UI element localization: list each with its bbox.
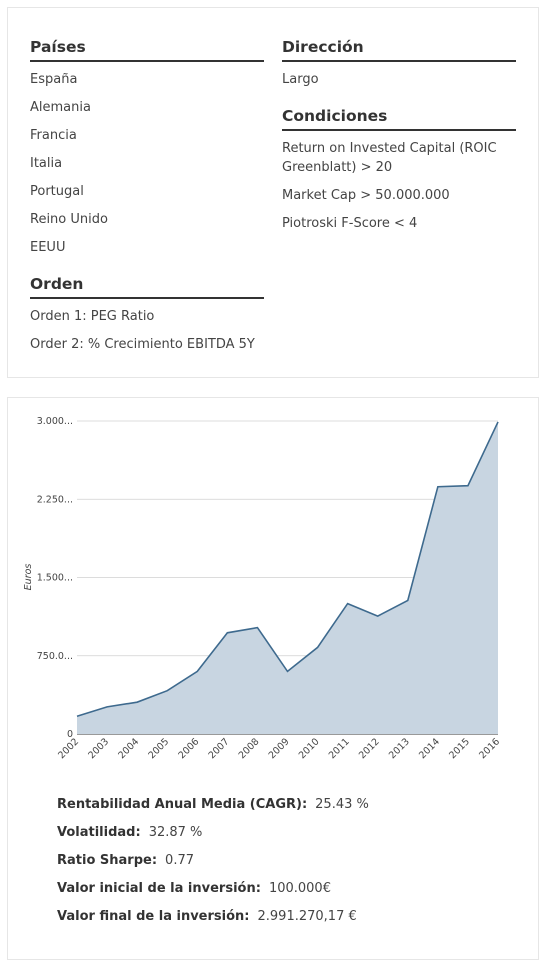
condition-item: Return on Invested Capital (ROIC Greenbl… xyxy=(282,141,497,175)
series-area xyxy=(77,421,498,734)
order-title: Orden xyxy=(30,275,264,299)
stat-label: Rentabilidad Anual Media (CAGR): xyxy=(57,797,308,812)
chart-card: 0 750.0... 1.500... 2.250... 3.000... 2002 200… xyxy=(7,397,539,960)
condition-item: Market Cap > 50.000.000 xyxy=(282,188,450,203)
direction-item: Largo xyxy=(282,72,319,87)
x-tick-label: 2015 xyxy=(447,736,472,761)
x-tick-label: 2010 xyxy=(297,736,322,761)
stat-initial: Valor inicial de la inversión: 100.000€ xyxy=(57,880,331,898)
stat-final: Valor final de la inversión: 2.991.270,17… xyxy=(57,908,357,926)
stat-label: Valor final de la inversión: xyxy=(57,909,250,924)
stat-sharpe: Ratio Sharpe: 0.77 xyxy=(57,852,194,870)
x-tick-label: 2014 xyxy=(417,736,442,761)
y-tick-label: 0 xyxy=(67,729,73,740)
x-tick-label: 2008 xyxy=(237,736,262,761)
x-tick-label: 2004 xyxy=(116,736,141,761)
condition-item: Piotroski F-Score < 4 xyxy=(282,216,418,231)
y-tick-label: 750.0... xyxy=(37,651,73,662)
y-tick-label: 2.250... xyxy=(37,494,73,505)
country-item: Italia xyxy=(30,156,63,171)
conditions-title: Condiciones xyxy=(282,107,516,131)
criteria-card: Países España Alemania Francia Italia Po… xyxy=(7,7,539,378)
y-tick-label: 1.500... xyxy=(37,573,73,584)
x-tick-label: 2007 xyxy=(207,736,232,761)
country-item: Francia xyxy=(30,128,77,143)
order-item: Orden 1: PEG Ratio xyxy=(30,309,155,324)
countries-title: Países xyxy=(30,38,264,62)
country-item: Reino Unido xyxy=(30,212,108,227)
x-tick-label: 2006 xyxy=(177,736,202,761)
order-item: Order 2: % Crecimiento EBITDA 5Y xyxy=(30,337,255,352)
direction-title: Dirección xyxy=(282,38,516,62)
x-tick-label: 2005 xyxy=(146,736,171,761)
x-tick-label: 2002 xyxy=(56,736,81,761)
stat-label: Valor inicial de la inversión: xyxy=(57,881,261,896)
x-tick-label: 2009 xyxy=(267,736,292,761)
x-tick-label: 2013 xyxy=(387,736,412,761)
x-tick-label: 2011 xyxy=(327,736,352,761)
x-tick-label: 2003 xyxy=(86,736,111,761)
stat-value: 100.000€ xyxy=(268,881,331,896)
stat-label: Volatilidad: xyxy=(57,825,141,840)
stat-label: Ratio Sharpe: xyxy=(57,853,158,868)
stat-value: 2.991.270,17 € xyxy=(257,909,357,924)
y-axis-label: Euros xyxy=(23,564,34,591)
x-tick-label: 2016 xyxy=(477,736,502,761)
y-tick-label: 3.000... xyxy=(37,416,73,427)
stat-value: 25.43 % xyxy=(315,797,369,812)
country-item: España xyxy=(30,72,78,87)
stat-value: 0.77 xyxy=(165,853,194,868)
stat-cagr: Rentabilidad Anual Media (CAGR): 25.43 % xyxy=(57,796,369,814)
stat-value: 32.87 % xyxy=(148,825,203,840)
country-item: Alemania xyxy=(30,100,91,115)
stat-volatility: Volatilidad: 32.87 % xyxy=(57,824,202,842)
x-tick-label: 2012 xyxy=(357,736,382,761)
country-item: EEUU xyxy=(30,240,66,255)
country-item: Portugal xyxy=(30,184,84,199)
